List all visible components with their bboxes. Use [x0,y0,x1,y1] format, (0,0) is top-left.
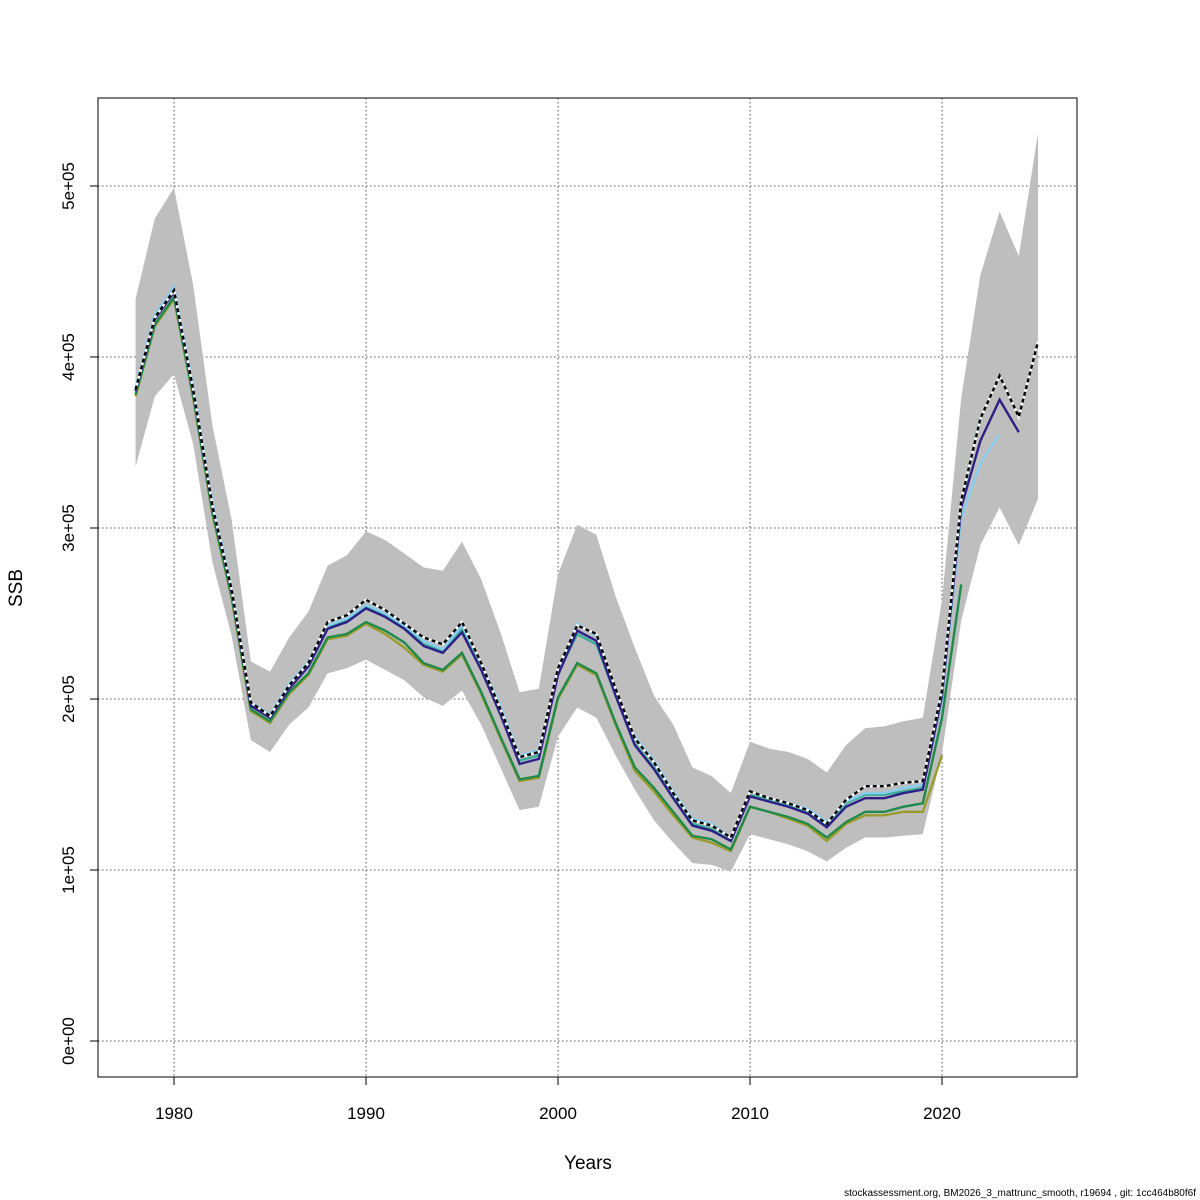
x-tick-label: 1980 [155,1104,193,1123]
y-tick-label: 1e+05 [59,846,78,894]
x-tick-label: 2010 [731,1104,769,1123]
confidence-band-area [135,132,1039,872]
x-axis: 1980 1990 2000 2010 2020 [155,1077,961,1123]
series-line-olive-peel-2020 [134,295,944,853]
series-line-base-run [134,287,1040,840]
x-tick-label: 2020 [923,1104,961,1123]
y-tick-label: 5e+05 [59,162,78,210]
y-axis: 0e+00 1e+05 2e+05 3e+05 4e+05 5e+05 [59,162,98,1065]
x-tick-label: 1990 [347,1104,385,1123]
y-tick-label: 0e+00 [59,1017,78,1065]
x-axis-label: Years [564,1153,612,1174]
x-tick-label: 2000 [539,1104,577,1123]
y-tick-label: 3e+05 [59,504,78,552]
confidence-band [135,132,1039,872]
series-line-purple-peel-2024 [134,289,1020,843]
footer-note: stockassessment.org, BM2026_3_mattrunc_s… [844,1188,1196,1199]
y-axis-label: SSB [6,569,27,607]
series-lines [134,283,1040,853]
y-tick-label: 2e+05 [59,675,78,723]
series-line-green-peel-2021 [134,294,963,852]
y-tick-label: 4e+05 [59,333,78,381]
plot-frame [97,97,1078,1078]
